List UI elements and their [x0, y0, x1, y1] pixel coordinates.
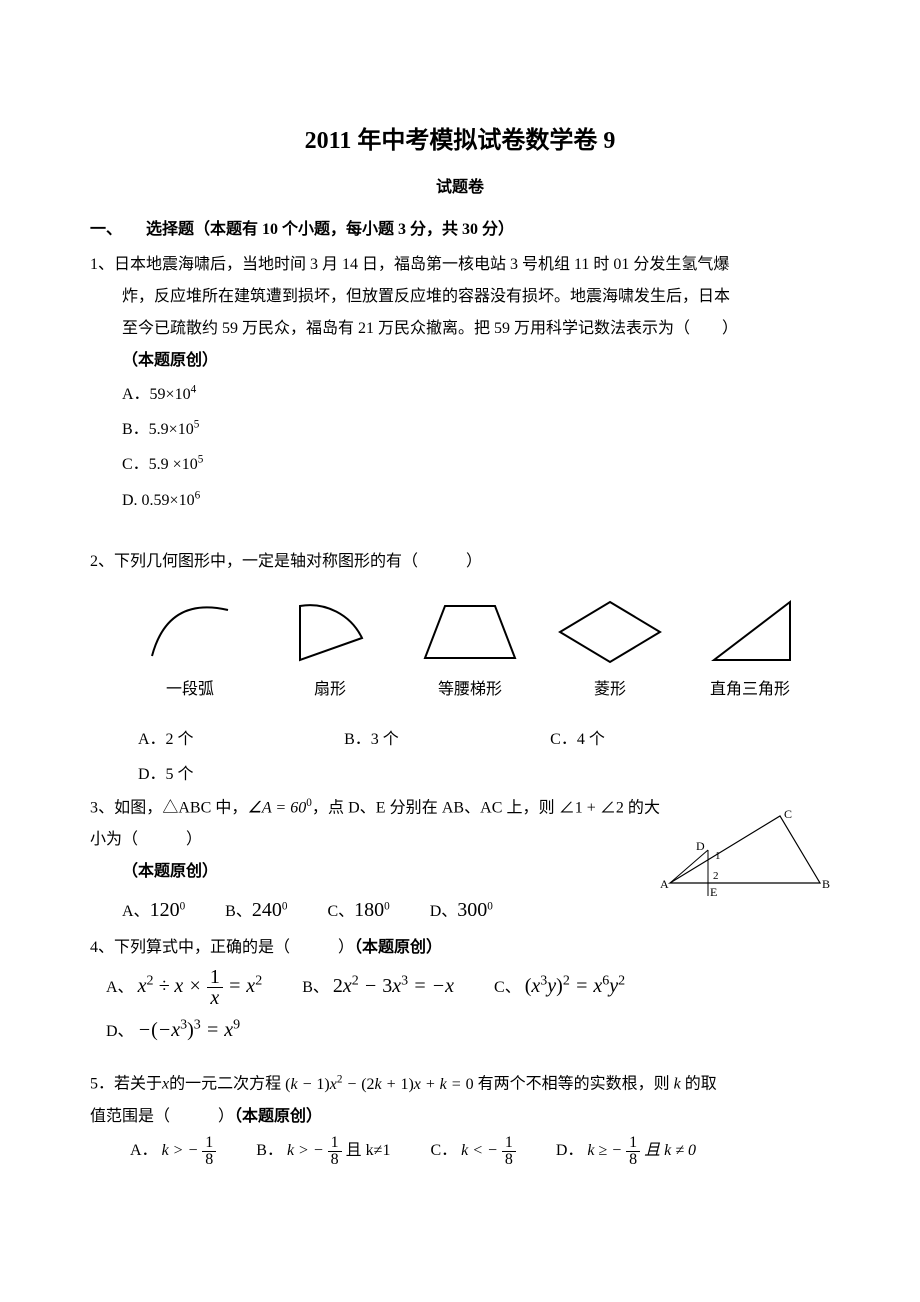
- q2: 2、下列几何图形中，一定是轴对称图形的有（ ） 一段弧 扇形 等腰梯形: [90, 546, 830, 792]
- q3-left: 3、如图，△ABC 中，∠A = 600，点 D、E 分别在 AB、AC 上，则…: [90, 792, 660, 932]
- q1-opt-b: B．5.9×105: [122, 412, 441, 447]
- q3-opt-c: C、1800: [327, 888, 389, 932]
- q1-opt-d: D. 0.59×106: [122, 483, 441, 518]
- shape-right-triangle: 直角三角形: [690, 588, 810, 706]
- q5-opt-b: B． k > − 18 且 k≠1: [256, 1133, 390, 1168]
- q4-b-expr: 2x2 − 3x3 = −x: [333, 975, 454, 997]
- q3-opt-a: A、1200: [122, 888, 185, 932]
- q4-opt-a: A、 x2 ÷ x × 1x = x2: [106, 964, 262, 1008]
- q5-a-expr: k > − 18: [162, 1142, 217, 1159]
- q4: 4、下列算式中，正确的是（ ）（本题原创） A、 x2 ÷ x × 1x = x…: [90, 932, 830, 1052]
- q5-options: A． k > − 18 B． k > − 18 且 k≠1 C． k < − 1…: [130, 1133, 830, 1168]
- q5-c-expr: k < − 18: [461, 1142, 516, 1159]
- sector-icon: [280, 588, 380, 668]
- shape-right-triangle-label: 直角三角形: [710, 674, 790, 706]
- q5: 5．若关于x的一元二次方程 (k − 1)x2 − (2k + 1)x + k …: [90, 1068, 830, 1168]
- q4-options-row1: A、 x2 ÷ x × 1x = x2 B、 2x2 − 3x3 = −x C、…: [106, 964, 830, 1008]
- svg-text:B: B: [822, 877, 830, 891]
- page-subtitle: 试题卷: [90, 173, 830, 197]
- shape-arc-label: 一段弧: [166, 674, 214, 706]
- q4-opt-d: D、 −(−x3)3 = x9: [106, 1008, 240, 1052]
- shape-rhombus: 菱形: [550, 588, 670, 706]
- shape-trapezoid-label: 等腰梯形: [438, 674, 502, 706]
- q2-options: A．2 个 B．3 个 C．4 个 D．5 个: [138, 722, 830, 792]
- q5-opt-a: A． k > − 18: [130, 1133, 216, 1168]
- svg-text:D: D: [696, 839, 705, 853]
- q4-a-expr: x2 ÷ x × 1x = x2: [138, 975, 263, 997]
- q2-opt-c: C．4 个: [550, 722, 716, 757]
- q3-figure: A B C D E 1 2: [660, 792, 830, 910]
- q4-opt-b: B、 2x2 − 3x3 = −x: [302, 964, 454, 1008]
- page-title: 2011 年中考模拟试卷数学卷 9: [90, 120, 830, 155]
- shape-sector: 扇形: [270, 588, 390, 706]
- q2-stem: 2、下列几何图形中，一定是轴对称图形的有（ ）: [90, 546, 830, 578]
- q5-stem-l2: 值范围是（ ）（本题原创）: [90, 1101, 830, 1133]
- q3-original: （本题原创）: [90, 856, 660, 888]
- q3-options: A、1200 B、2400 C、1800 D、3000: [122, 888, 660, 932]
- q1-options-row1: A．59×104 B．5.9×105: [122, 377, 830, 447]
- q4-stem: 4、下列算式中，正确的是（ ）（本题原创）: [90, 932, 830, 964]
- q5-opt-c: C． k < − 18: [430, 1133, 515, 1168]
- q1-opt-c: C．5.9 ×105: [122, 447, 441, 482]
- shape-sector-label: 扇形: [314, 674, 346, 706]
- svg-text:E: E: [710, 885, 717, 898]
- svg-text:A: A: [660, 877, 669, 891]
- q2-opt-b: B．3 个: [344, 722, 510, 757]
- q5-d-expr: k ≥ − 18: [587, 1142, 640, 1159]
- q3-opt-d: D、3000: [430, 888, 493, 932]
- shape-arc: 一段弧: [130, 588, 250, 706]
- q1-options-row2: C．5.9 ×105 D. 0.59×106: [122, 447, 830, 517]
- rhombus-icon: [550, 588, 670, 668]
- q5-opt-d: D． k ≥ − 18 且 k ≠ 0: [556, 1133, 696, 1168]
- q1-original: （本题原创）: [90, 345, 830, 377]
- svg-text:2: 2: [713, 870, 719, 882]
- q2-opt-d: D．5 个: [138, 757, 304, 792]
- q5-stem: 5．若关于x的一元二次方程 (k − 1)x2 − (2k + 1)x + k …: [90, 1068, 830, 1100]
- q4-opt-c: C、 (x3y)2 = x6y2: [494, 964, 625, 1008]
- triangle-diagram-icon: A B C D E 1 2: [660, 808, 830, 898]
- q3-stem: 3、如图，△ABC 中，∠A = 600，点 D、E 分别在 AB、AC 上，则…: [90, 792, 660, 856]
- svg-text:C: C: [784, 808, 792, 821]
- q1-line2: 炸，反应堆所在建筑遭到损坏，但放置反应堆的容器没有损坏。地震海啸发生后，日本: [90, 281, 830, 313]
- q2-shapes: 一段弧 扇形 等腰梯形 菱形: [130, 588, 810, 706]
- trapezoid-icon: [415, 588, 525, 668]
- q1-line1: 1、日本地震海啸后，当地时间 3 月 14 日，福岛第一核电站 3 号机组 11…: [90, 249, 830, 281]
- shape-rhombus-label: 菱形: [594, 674, 626, 706]
- q5-b-expr: k > − 18: [287, 1142, 342, 1159]
- spacer: [90, 518, 830, 546]
- q1-opt-a: A．59×104: [122, 377, 441, 412]
- q4-options-row2: D、 −(−x3)3 = x9: [106, 1008, 830, 1052]
- shape-trapezoid: 等腰梯形: [410, 588, 530, 706]
- right-triangle-icon: [700, 588, 800, 668]
- svg-text:1: 1: [715, 850, 721, 862]
- q1: 1、日本地震海啸后，当地时间 3 月 14 日，福岛第一核电站 3 号机组 11…: [90, 249, 830, 518]
- section-header: 一、 选择题（本题有 10 个小题，每小题 3 分，共 30 分）: [90, 215, 830, 239]
- q4-d-expr: −(−x3)3 = x9: [138, 1019, 241, 1041]
- q4-c-expr: (x3y)2 = x6y2: [525, 975, 625, 997]
- q3-opt-b: B、2400: [225, 888, 287, 932]
- spacer: [90, 1052, 830, 1068]
- q3: 3、如图，△ABC 中，∠A = 600，点 D、E 分别在 AB、AC 上，则…: [90, 792, 830, 932]
- q1-line3: 至今已疏散约 59 万民众，福岛有 21 万民众撤离。把 59 万用科学记数法表…: [90, 313, 830, 345]
- q5-equation: (k − 1)x2 − (2k + 1)x + k = 0: [285, 1076, 473, 1093]
- arc-icon: [140, 588, 240, 668]
- exam-page: 2011 年中考模拟试卷数学卷 9 试题卷 一、 选择题（本题有 10 个小题，…: [0, 0, 920, 1208]
- q2-opt-a: A．2 个: [138, 722, 304, 757]
